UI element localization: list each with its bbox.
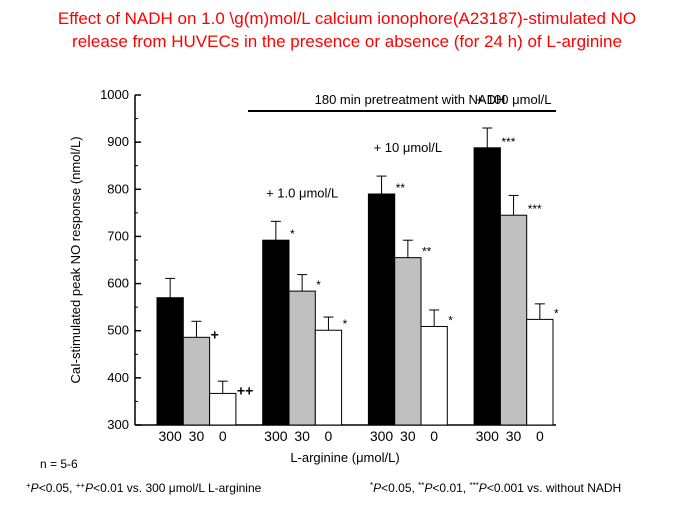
bar [262, 239, 290, 426]
y-tick-label: 1000 [100, 87, 129, 102]
y-tick-label: 600 [107, 276, 129, 291]
x-tick-label: 300 [370, 428, 394, 444]
footnote: n = 5-6 [40, 457, 78, 471]
significance-label: *** [501, 135, 515, 149]
bar [209, 392, 237, 426]
y-tick-label: 700 [107, 228, 129, 243]
significance-label: * [290, 227, 295, 241]
y-tick-label: 800 [107, 181, 129, 196]
x-tick-label: 300 [476, 428, 500, 444]
footnote: *P<0.05, **P<0.01, ***P<0.001 vs. withou… [370, 481, 621, 496]
y-tick-label: 500 [107, 323, 129, 338]
bar [367, 193, 396, 426]
footnote: +P<0.05, ++P<0.01 vs. 300 μmol/L L-argin… [26, 481, 262, 496]
significance-label: * [554, 306, 559, 320]
bar [394, 257, 422, 426]
chart-title: release from HUVECs in the presence or a… [72, 32, 622, 51]
x-tick-label: 0 [430, 428, 438, 444]
x-tick-label: 0 [325, 428, 333, 444]
group-label: + 1.0 μmol/L [266, 185, 338, 200]
bar [182, 336, 211, 426]
bar [288, 290, 316, 426]
significance-label: + [211, 326, 219, 342]
x-tick-label: 30 [189, 428, 205, 444]
bar [499, 214, 528, 426]
bar [156, 297, 184, 426]
bar [526, 318, 554, 426]
bar [314, 329, 343, 426]
x-tick-label: 30 [506, 428, 522, 444]
group-label: + 10 μmol/L [374, 140, 443, 155]
y-tick-label: 900 [107, 134, 129, 149]
y-axis-label: CaI-stimulated peak NO response (nmol/L) [68, 136, 83, 383]
bar [473, 147, 501, 426]
x-tick-label: 300 [158, 428, 182, 444]
x-tick-label: 300 [264, 428, 288, 444]
significance-label: ** [396, 181, 406, 195]
x-tick-label: 30 [400, 428, 416, 444]
y-tick-label: 400 [107, 370, 129, 385]
significance-label: * [448, 313, 453, 327]
group-label: + 100 μmol/L [476, 92, 552, 107]
x-tick-label: 0 [536, 428, 544, 444]
significance-label: ++ [237, 382, 253, 398]
chart-title: Effect of NADH on 1.0 \g(m)mol/L calcium… [58, 9, 636, 28]
significance-label: * [316, 278, 321, 292]
bracket-label: 180 min pretreatment with NADH [315, 92, 506, 107]
significance-label: *** [528, 202, 542, 216]
x-axis-label: L-arginine (μmol/L) [290, 450, 399, 465]
significance-label: * [343, 317, 348, 331]
significance-label: ** [422, 245, 432, 259]
x-tick-label: 30 [294, 428, 310, 444]
y-tick-label: 300 [107, 417, 129, 432]
x-tick-label: 0 [219, 428, 227, 444]
bar [420, 325, 448, 426]
